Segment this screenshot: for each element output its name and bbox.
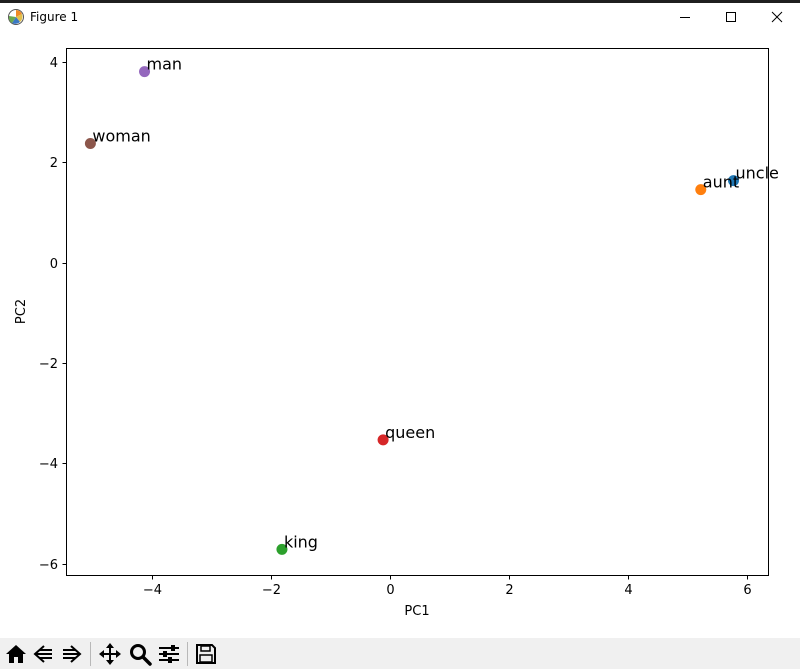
- x-tick-label: −4: [143, 583, 162, 598]
- data-point-aunt: [695, 184, 707, 196]
- point-label-man: man: [147, 55, 183, 74]
- home-button[interactable]: [4, 642, 28, 666]
- title-bar: Figure 1: [0, 3, 800, 32]
- y-tick-label: −6: [39, 558, 58, 573]
- close-icon: [771, 11, 783, 23]
- x-axis-label: PC1: [404, 604, 429, 619]
- maximize-button[interactable]: [708, 3, 754, 32]
- point-label-uncle: uncle: [735, 164, 778, 183]
- forward-button[interactable]: [59, 642, 83, 666]
- pan-button[interactable]: [98, 642, 122, 666]
- matplotlib-icon: [7, 8, 25, 26]
- forward-icon: [63, 645, 82, 663]
- y-axis-label: PC2: [14, 299, 29, 324]
- data-point-queen: [377, 434, 389, 446]
- point-label-aunt: aunt: [703, 173, 739, 192]
- toolbar-separator: [187, 642, 188, 666]
- x-tick-label: 0: [386, 583, 394, 598]
- y-tick-label: 2: [50, 156, 58, 171]
- x-tick-label: 4: [624, 583, 632, 598]
- y-axis-ticks: −6 −4 −2 0 2 4: [39, 56, 67, 573]
- figure-canvas[interactable]: uncle aunt king queen man woman −4 −2 0 2 4 6 −6 −4…: [0, 32, 800, 638]
- zoom-button[interactable]: [128, 642, 152, 666]
- x-tick-label: 6: [743, 583, 751, 598]
- point-label-queen: queen: [385, 423, 435, 442]
- configure-subplots-icon: [159, 645, 179, 663]
- save-button[interactable]: [194, 642, 218, 666]
- toolbar-separator: [90, 642, 91, 666]
- window-top-border: [0, 0, 800, 3]
- back-button[interactable]: [32, 642, 56, 666]
- x-axis-ticks: −4 −2 0 2 4 6: [143, 575, 752, 598]
- data-point-woman: [84, 137, 96, 149]
- data-point-king: [276, 543, 288, 555]
- y-tick-label: 4: [50, 56, 58, 71]
- y-tick-label: 0: [50, 257, 58, 272]
- minimize-icon: [680, 17, 690, 18]
- navigation-toolbar: [0, 638, 800, 669]
- configure-subplots-button[interactable]: [157, 642, 181, 666]
- data-point-man: [139, 66, 151, 78]
- zoom-icon: [130, 644, 152, 666]
- y-tick-label: −4: [39, 457, 58, 472]
- save-icon: [196, 644, 216, 664]
- axes-frame: [66, 48, 769, 576]
- home-icon: [6, 645, 26, 663]
- window-title: Figure 1: [30, 10, 79, 24]
- data-point-uncle: [727, 175, 739, 187]
- minimize-button[interactable]: [662, 3, 708, 32]
- close-button[interactable]: [754, 3, 800, 32]
- maximize-icon: [726, 12, 736, 22]
- pan-icon: [99, 643, 121, 665]
- y-tick-label: −2: [39, 357, 58, 372]
- point-label-woman: woman: [92, 126, 150, 145]
- point-label-king: king: [284, 532, 318, 551]
- x-tick-label: 2: [505, 583, 513, 598]
- back-icon: [33, 645, 52, 663]
- x-tick-label: −2: [262, 583, 281, 598]
